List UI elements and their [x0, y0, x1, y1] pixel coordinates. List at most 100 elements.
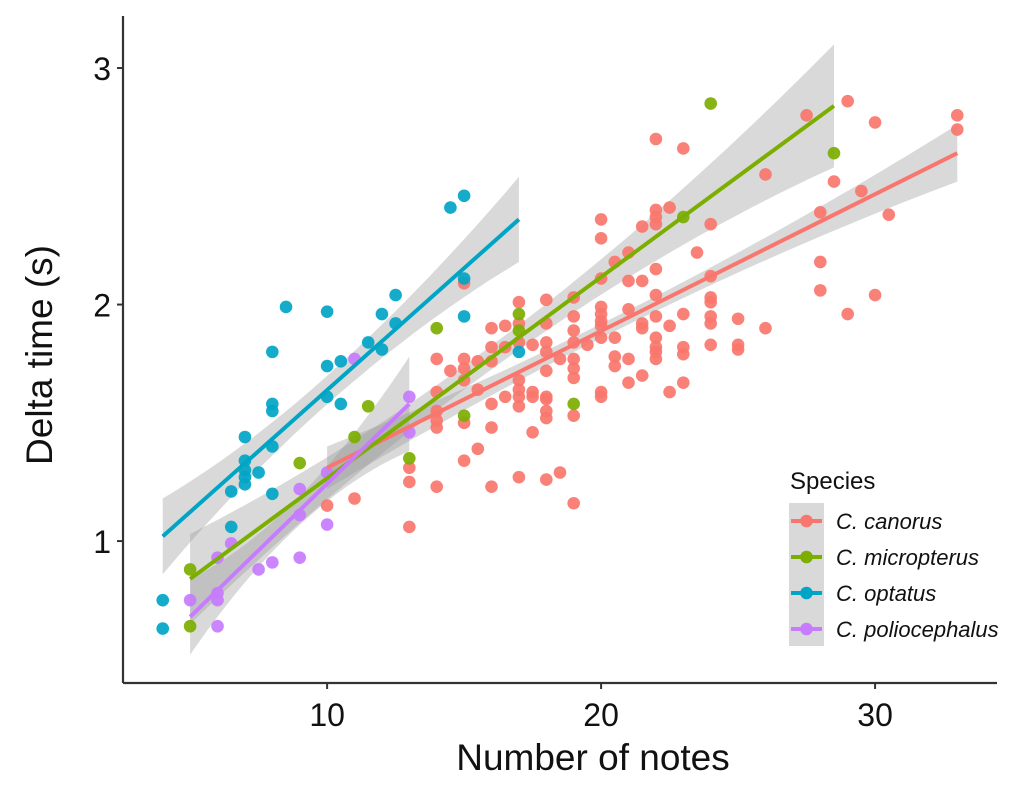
data-point-c-canorus: [635, 369, 649, 382]
data-point-c-canorus: [622, 302, 635, 316]
data-point-c-micropterus: [704, 97, 717, 110]
data-point-c-canorus: [649, 262, 663, 276]
data-point-c-poliocephalus: [320, 518, 334, 531]
data-point-c-canorus: [485, 397, 498, 411]
data-point-c-canorus: [512, 399, 526, 413]
data-point-c-optatus: [252, 466, 265, 479]
data-point-c-optatus: [334, 355, 348, 368]
data-point-c-optatus: [279, 300, 293, 314]
legend-label: C. canorus: [836, 509, 942, 534]
data-point-c-canorus: [649, 310, 663, 323]
regression-line-c-poliocephalus: [188, 402, 411, 619]
data-point-c-micropterus: [430, 321, 444, 335]
data-point-c-poliocephalus: [403, 390, 416, 404]
data-point-c-canorus: [731, 312, 745, 326]
y-ticks: 1 2 3: [93, 51, 123, 560]
data-point-c-canorus: [540, 404, 553, 418]
data-point-c-canorus: [676, 376, 690, 389]
data-point-c-canorus: [430, 414, 444, 427]
data-point-c-canorus: [649, 340, 663, 354]
data-point-c-poliocephalus: [211, 586, 224, 600]
legend-label: C. micropterus: [836, 545, 979, 570]
data-point-c-canorus: [567, 409, 580, 423]
data-point-c-canorus: [430, 352, 444, 366]
data-point-c-optatus: [361, 336, 375, 349]
data-point-c-canorus: [950, 109, 964, 122]
data-point-c-canorus: [512, 383, 526, 397]
data-point-c-canorus: [649, 132, 663, 146]
x-tick-label: 20: [583, 697, 619, 733]
data-point-c-canorus: [485, 340, 498, 354]
data-point-c-canorus: [320, 499, 334, 512]
data-point-c-canorus: [731, 338, 745, 352]
data-point-c-canorus: [526, 425, 539, 439]
data-point-c-canorus: [813, 284, 827, 297]
data-point-c-canorus: [868, 116, 882, 129]
data-point-c-canorus: [704, 338, 717, 352]
data-point-c-canorus: [567, 362, 580, 375]
data-point-c-canorus: [704, 310, 717, 323]
data-point-c-micropterus: [361, 399, 375, 413]
legend-label: C. optatus: [836, 581, 936, 606]
data-point-c-canorus: [676, 307, 690, 321]
data-point-c-poliocephalus: [211, 619, 224, 633]
legend-key-point: [800, 622, 813, 636]
data-point-c-canorus: [498, 319, 512, 333]
legend-entry: C. micropterus: [791, 545, 979, 570]
data-point-c-canorus: [676, 142, 690, 155]
data-point-c-canorus: [553, 466, 567, 479]
y-tick-label: 1: [93, 524, 111, 560]
axes: 10 20 30 1 2 3: [93, 16, 997, 733]
data-point-c-micropterus: [183, 619, 197, 633]
data-point-c-optatus: [457, 310, 471, 323]
legend-key-point: [800, 586, 813, 600]
data-point-c-canorus: [704, 291, 717, 304]
data-point-c-canorus: [403, 520, 416, 534]
data-point-c-micropterus: [403, 452, 416, 465]
data-point-c-canorus: [540, 390, 553, 404]
data-point-c-canorus: [635, 317, 649, 330]
data-point-c-poliocephalus: [183, 593, 197, 607]
data-point-c-canorus: [498, 390, 512, 404]
x-tick-label: 30: [857, 697, 893, 733]
data-point-c-canorus: [403, 475, 416, 489]
data-point-c-canorus: [649, 331, 663, 344]
data-point-c-canorus: [608, 350, 622, 363]
data-point-c-canorus: [594, 300, 608, 314]
data-point-c-canorus: [594, 385, 608, 399]
data-point-c-canorus: [485, 480, 498, 493]
data-point-c-canorus: [635, 274, 649, 288]
data-point-c-canorus: [457, 454, 471, 467]
data-point-c-canorus: [485, 421, 498, 434]
data-point-c-canorus: [868, 288, 882, 302]
data-point-c-optatus: [266, 397, 279, 411]
data-point-c-poliocephalus: [252, 563, 265, 576]
data-point-c-canorus: [813, 255, 827, 269]
data-point-c-canorus: [567, 352, 580, 366]
data-point-c-optatus: [238, 430, 252, 444]
regression-line-c-optatus: [161, 217, 521, 538]
data-point-c-canorus: [457, 362, 471, 375]
legend: Species C. canorus C. micropterus C. optat…: [789, 468, 999, 646]
data-point-c-canorus: [567, 324, 580, 337]
data-point-c-canorus: [540, 293, 553, 307]
data-point-c-canorus: [594, 213, 608, 226]
legend-key-point: [800, 550, 813, 564]
data-point-c-optatus: [156, 622, 170, 635]
data-point-c-canorus: [540, 336, 553, 349]
data-point-c-canorus: [485, 321, 498, 335]
data-point-c-canorus: [663, 201, 676, 214]
data-point-c-optatus: [334, 397, 348, 411]
data-point-c-canorus: [663, 319, 676, 333]
data-point-c-canorus: [608, 359, 622, 373]
data-point-c-optatus: [266, 345, 279, 359]
data-point-c-canorus: [567, 496, 580, 510]
data-point-c-canorus: [622, 352, 635, 366]
data-point-c-canorus: [841, 307, 854, 321]
data-point-c-canorus: [759, 321, 772, 335]
data-point-c-micropterus: [293, 456, 307, 470]
data-point-c-canorus: [663, 385, 676, 399]
data-point-c-optatus: [457, 272, 471, 285]
data-point-c-optatus: [320, 305, 334, 318]
